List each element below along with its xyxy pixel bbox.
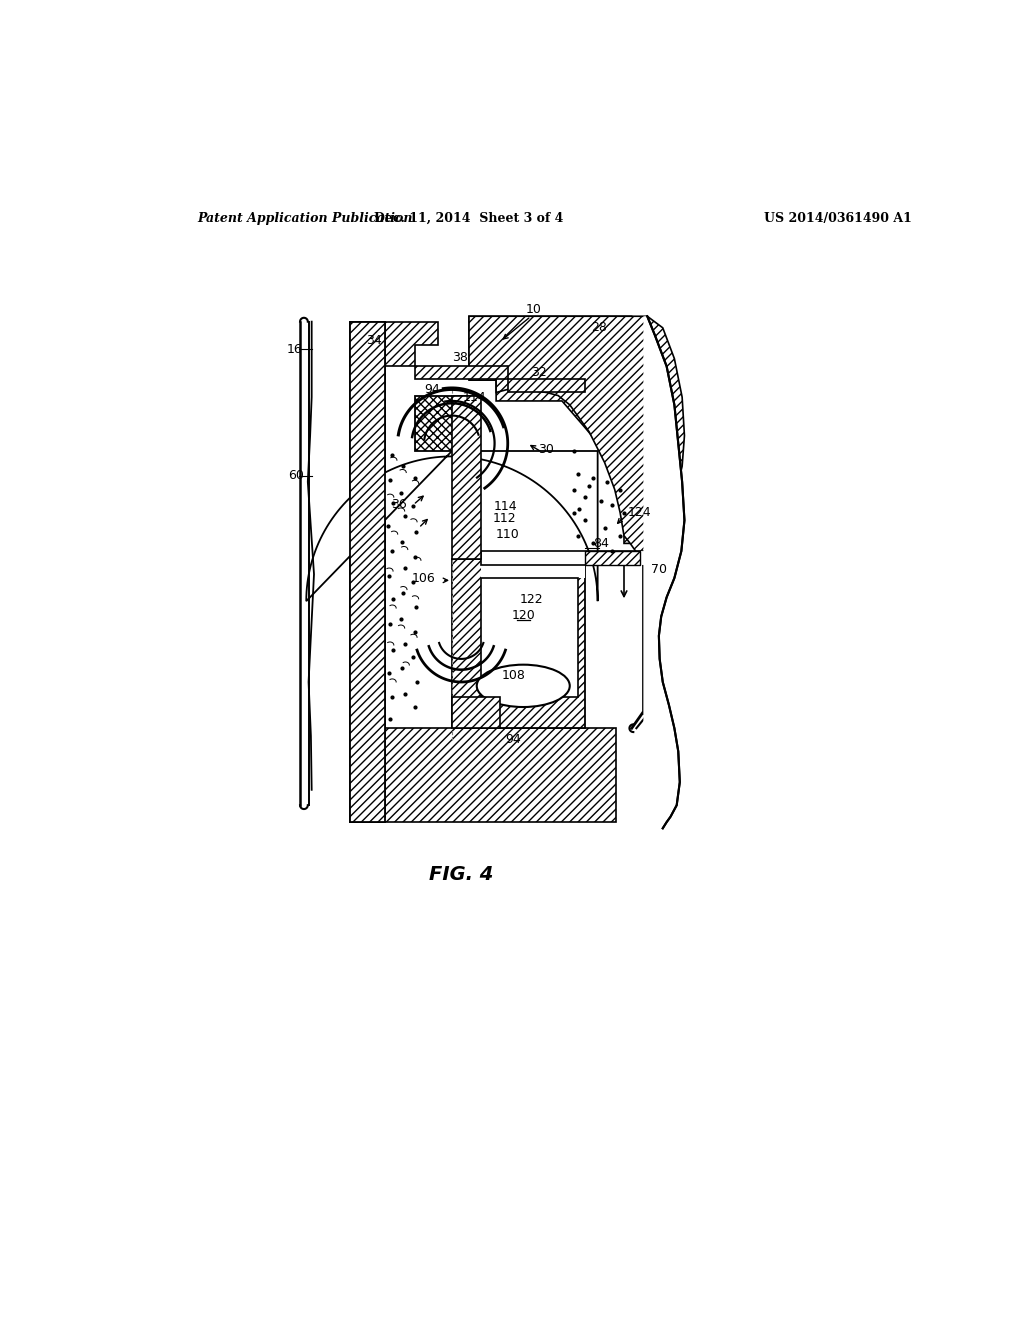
Bar bbox=[415, 396, 478, 451]
Polygon shape bbox=[415, 367, 508, 379]
Polygon shape bbox=[385, 322, 438, 367]
Text: 110: 110 bbox=[496, 528, 520, 541]
Polygon shape bbox=[640, 317, 684, 829]
Text: 106: 106 bbox=[412, 572, 435, 585]
Text: 38: 38 bbox=[452, 351, 468, 363]
Text: 10: 10 bbox=[526, 302, 542, 315]
Text: 122: 122 bbox=[520, 593, 544, 606]
Text: Dec. 11, 2014  Sheet 3 of 4: Dec. 11, 2014 Sheet 3 of 4 bbox=[375, 213, 563, 224]
Text: 94: 94 bbox=[425, 383, 440, 396]
Text: FIG. 4: FIG. 4 bbox=[429, 865, 494, 884]
Polygon shape bbox=[452, 396, 480, 558]
Polygon shape bbox=[480, 558, 586, 578]
Text: 120: 120 bbox=[511, 610, 536, 622]
Text: Patent Application Publication: Patent Application Publication bbox=[198, 213, 414, 224]
Text: 94: 94 bbox=[505, 733, 521, 746]
Text: 16: 16 bbox=[287, 343, 303, 356]
Text: 60: 60 bbox=[289, 469, 304, 482]
Text: 34: 34 bbox=[367, 334, 382, 347]
Text: 28: 28 bbox=[591, 321, 607, 334]
Polygon shape bbox=[306, 451, 598, 601]
Polygon shape bbox=[480, 578, 578, 697]
Polygon shape bbox=[452, 558, 586, 729]
Ellipse shape bbox=[477, 665, 569, 708]
Text: 36: 36 bbox=[391, 499, 407, 511]
Polygon shape bbox=[508, 379, 586, 392]
Text: 70: 70 bbox=[651, 564, 667, 576]
Polygon shape bbox=[452, 697, 500, 729]
Text: 114: 114 bbox=[463, 391, 486, 404]
Text: 32: 32 bbox=[530, 366, 547, 379]
Polygon shape bbox=[350, 729, 616, 822]
Text: 112: 112 bbox=[493, 512, 516, 525]
Polygon shape bbox=[469, 317, 675, 544]
Text: 84: 84 bbox=[593, 537, 609, 550]
Text: 124: 124 bbox=[628, 506, 651, 519]
Polygon shape bbox=[350, 322, 385, 822]
Text: 114: 114 bbox=[494, 500, 517, 513]
Polygon shape bbox=[350, 322, 385, 822]
Text: 30: 30 bbox=[539, 444, 554, 455]
Polygon shape bbox=[469, 317, 684, 558]
Polygon shape bbox=[586, 552, 640, 565]
Text: US 2014/0361490 A1: US 2014/0361490 A1 bbox=[764, 213, 911, 224]
Text: 108: 108 bbox=[502, 669, 526, 682]
Polygon shape bbox=[480, 552, 640, 565]
